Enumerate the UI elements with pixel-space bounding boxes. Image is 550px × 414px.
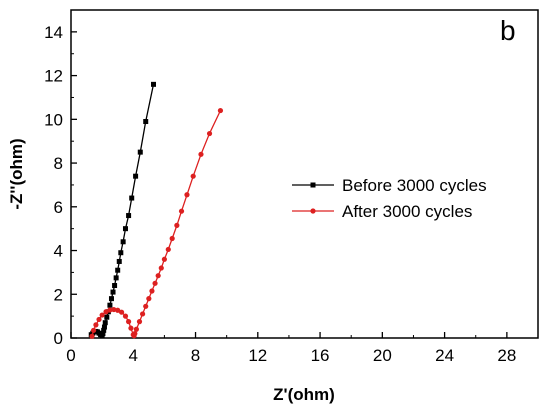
x-tick-label: 0 [66,346,75,365]
data-point [107,307,113,313]
data-point [165,246,171,253]
x-tick-label: 20 [373,346,392,365]
data-point [93,322,99,328]
data-point [198,151,204,157]
legend: Before 3000 cycles After 3000 cycles [292,176,487,221]
data-point [120,239,126,245]
y-tick-label: 2 [54,285,63,304]
x-tick-label: 8 [191,346,200,365]
data-point [112,283,118,289]
data-point [122,226,128,232]
data-point [143,303,149,309]
data-point [217,107,224,114]
legend-marker [310,182,316,188]
y-axis-title: -Z''(ohm) [7,138,26,209]
data-point [133,326,139,332]
data-point [101,327,107,333]
y-tick-label: 4 [54,242,63,261]
data-point [140,311,146,317]
data-point [111,306,117,313]
data-point [129,195,135,201]
data-point [118,309,125,315]
data-point [184,192,190,198]
data-point [149,288,155,294]
data-point [152,280,158,286]
x-tick-label: 16 [311,346,330,365]
legend-label: After 3000 cycles [342,202,472,221]
data-point [161,256,167,262]
data-point [143,119,149,125]
data-point [122,313,129,319]
data-point [110,289,116,295]
data-point [101,324,107,330]
data-point [178,208,185,214]
data-point [115,267,121,273]
data-point [103,309,109,315]
panel-label: b [500,15,516,46]
data-point [190,173,196,179]
y-tick-label: 14 [44,23,63,42]
data-point [206,130,213,137]
data-point [115,307,121,313]
data-point [102,320,108,326]
series-after [89,107,224,339]
data-point [108,296,114,302]
series-before [88,81,157,339]
data-point [104,314,110,320]
data-point [90,327,97,333]
data-point [107,302,113,308]
y-tick-label: 8 [54,154,63,173]
data-point [126,213,132,219]
legend-marker [310,208,316,214]
x-tick-label: 12 [248,346,267,365]
data-point [174,222,180,228]
x-tick-label: 4 [129,346,138,365]
data-point [96,316,102,323]
legend-label: Before 3000 cycles [342,176,487,195]
x-tick-label: 28 [497,346,516,365]
data-point [113,275,119,281]
data-point [89,333,95,339]
data-point [136,319,143,325]
data-point [125,319,132,325]
series-line [91,110,221,338]
data-point [100,331,106,337]
data-point [137,149,143,155]
y-tick-label: 10 [44,110,63,129]
data-point [169,235,175,242]
data-point [146,296,152,302]
y-tick-label: 6 [54,198,63,217]
x-axis-title: Z'(ohm) [273,385,335,404]
y-axis-ticks: 0 2 4 6 8 10 12 14 [44,23,77,348]
data-point [151,81,157,87]
y-tick-label: 0 [54,329,63,348]
data-point [155,273,161,279]
data-point [132,331,138,337]
data-point [133,173,139,179]
plot-frame [70,9,539,339]
x-tick-label: 24 [435,346,454,365]
y-tick-label: 12 [44,67,63,86]
data-point [116,258,122,264]
data-point [99,312,105,318]
data-point [128,325,134,331]
data-point [118,250,124,256]
data-point [158,265,164,271]
series-layer [88,81,224,339]
x-axis-ticks: 0 4 8 12 16 20 24 28 [66,332,516,365]
